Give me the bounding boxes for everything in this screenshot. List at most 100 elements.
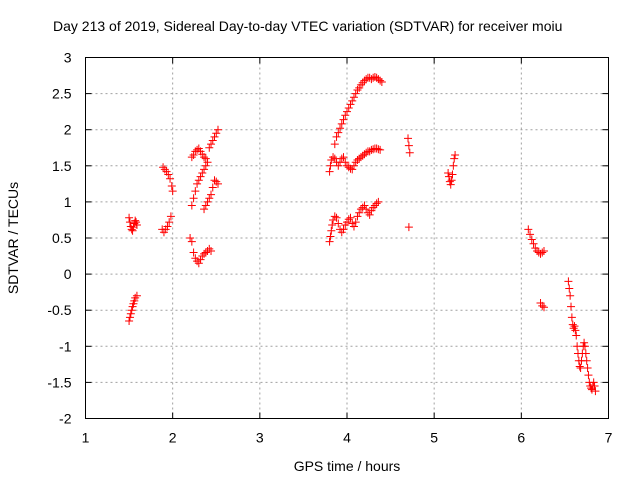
- data-point-marker: [353, 212, 362, 221]
- data-point-marker: [187, 237, 196, 246]
- data-point-marker: [575, 362, 584, 371]
- data-point-marker: [362, 148, 371, 157]
- data-point-marker: [332, 213, 341, 222]
- y-tick-label: -2: [59, 411, 72, 427]
- data-point-marker: [404, 223, 413, 232]
- data-point-marker: [210, 132, 219, 141]
- data-point-marker: [367, 75, 376, 84]
- data-point-marker: [329, 153, 338, 162]
- data-point-marker: [348, 96, 357, 105]
- data-point-marker: [330, 212, 339, 221]
- data-point-marker: [448, 170, 457, 179]
- data-point-marker: [360, 201, 369, 210]
- data-point-marker: [444, 169, 453, 178]
- data-point-marker: [328, 221, 337, 230]
- data-point-marker: [404, 141, 413, 150]
- data-points: [125, 72, 600, 396]
- data-point-marker: [355, 208, 364, 217]
- data-point-marker: [351, 218, 360, 227]
- data-point-marker: [205, 194, 214, 203]
- x-tick-label: 2: [169, 430, 177, 446]
- data-point-marker: [194, 176, 203, 185]
- data-point-marker: [567, 302, 576, 311]
- data-point-marker: [125, 313, 134, 322]
- data-point-marker: [159, 163, 168, 172]
- data-point-marker: [365, 210, 374, 219]
- y-tick-label: 2.5: [52, 86, 72, 102]
- data-point-marker: [200, 205, 209, 214]
- data-point-marker: [193, 145, 202, 154]
- data-point-marker: [334, 219, 343, 228]
- data-point-marker: [346, 100, 355, 109]
- data-point-marker: [129, 223, 138, 232]
- data-point-marker: [193, 179, 202, 188]
- data-point-marker: [572, 331, 581, 340]
- data-point-marker: [325, 237, 334, 246]
- data-point-marker: [524, 225, 533, 234]
- data-point-marker: [589, 378, 598, 387]
- y-tick-label: 0: [64, 266, 72, 282]
- x-tick-label: 6: [517, 430, 525, 446]
- data-point-marker: [330, 154, 339, 163]
- data-point-marker: [131, 293, 140, 302]
- data-point-marker: [132, 221, 141, 230]
- data-point-marker: [201, 154, 210, 163]
- data-point-marker: [160, 165, 169, 174]
- data-point-marker: [591, 387, 600, 396]
- data-point-marker: [131, 216, 140, 225]
- data-point-marker: [584, 371, 593, 380]
- data-point-marker: [564, 277, 573, 286]
- data-point-marker: [187, 153, 196, 162]
- data-point-marker: [127, 225, 136, 234]
- data-point-marker: [576, 363, 585, 372]
- data-point-marker: [196, 172, 205, 181]
- data-point-marker: [213, 125, 222, 134]
- data-point-marker: [570, 322, 579, 331]
- data-point-marker: [529, 239, 538, 248]
- data-point-marker: [207, 246, 216, 255]
- y-tick-label: 1: [64, 194, 72, 210]
- data-point-marker: [198, 252, 207, 261]
- x-tick-label: 1: [82, 430, 90, 446]
- data-point-marker: [590, 382, 599, 391]
- data-point-marker: [447, 176, 456, 185]
- data-point-marker: [201, 201, 210, 210]
- data-point-marker: [372, 144, 381, 153]
- y-axis-label: SDTVAR / TECUs: [5, 182, 21, 294]
- data-point-marker: [566, 291, 575, 300]
- data-point-marker: [193, 257, 202, 266]
- data-point-marker: [587, 384, 596, 393]
- y-tick-label: 1.5: [52, 158, 72, 174]
- data-point-marker: [194, 259, 203, 268]
- data-point-marker: [200, 165, 209, 174]
- data-point-marker: [125, 213, 134, 222]
- data-point-marker: [341, 111, 350, 120]
- data-point-marker: [203, 197, 212, 206]
- data-point-marker: [164, 170, 173, 179]
- data-point-marker: [207, 140, 216, 149]
- data-point-marker: [344, 104, 353, 113]
- data-point-marker: [363, 208, 372, 217]
- data-point-marker: [538, 248, 547, 257]
- axis-ticks: 1 2 3 4 5 6 7 -2 -1.5 -1 -0.5 0 0.5 1 1.5 2 2.5 3: [47, 50, 612, 446]
- data-point-marker: [200, 153, 209, 162]
- data-point-marker: [165, 218, 174, 227]
- y-tick-label: -0.5: [47, 302, 71, 318]
- data-point-marker: [210, 176, 219, 185]
- data-point-marker: [187, 201, 196, 210]
- data-point-marker: [358, 78, 367, 87]
- data-point-marker: [538, 301, 547, 310]
- y-tick-label: 3: [64, 50, 72, 66]
- data-point-marker: [212, 129, 221, 138]
- data-point-marker: [365, 147, 374, 156]
- data-point-marker: [189, 194, 198, 203]
- y-tick-label: 2: [64, 122, 72, 138]
- data-point-marker: [196, 255, 205, 264]
- data-point-marker: [376, 145, 385, 154]
- data-point-marker: [203, 158, 212, 167]
- data-point-marker: [189, 150, 198, 159]
- data-point-marker: [358, 203, 367, 212]
- data-point-marker: [349, 161, 358, 170]
- data-point-marker: [329, 215, 338, 224]
- data-point-marker: [404, 134, 413, 143]
